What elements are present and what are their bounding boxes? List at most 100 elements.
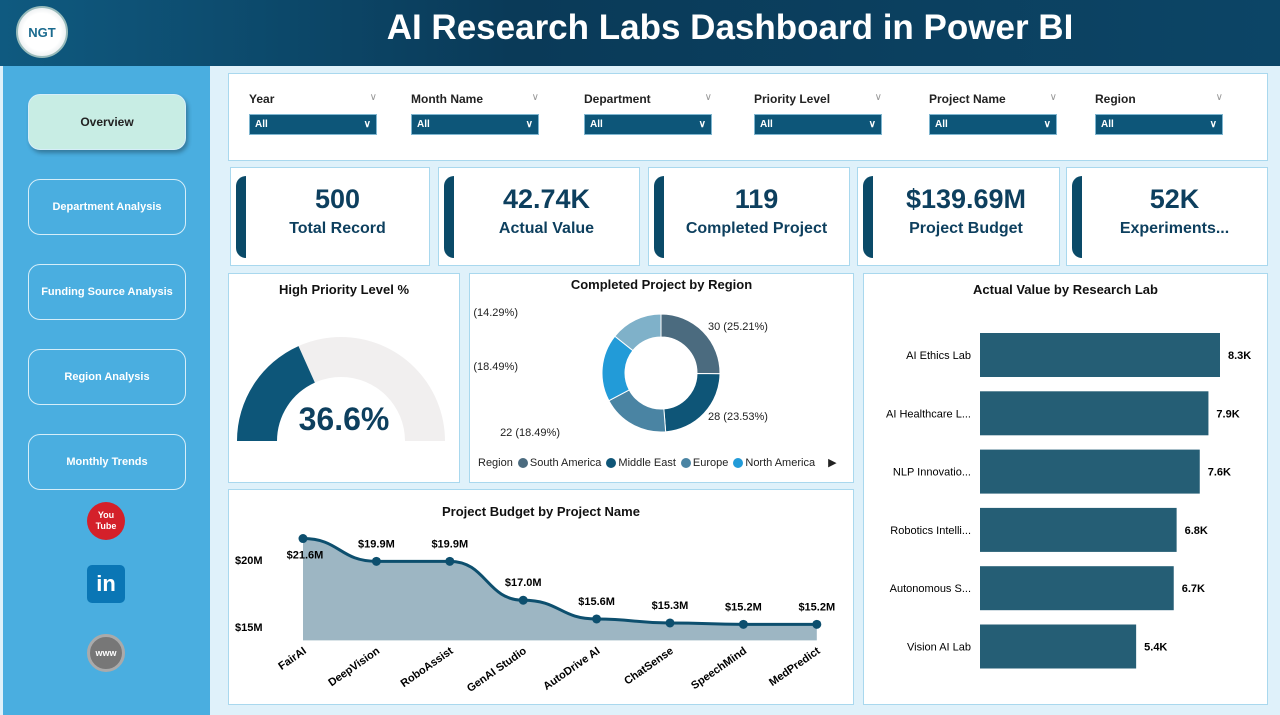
kpi-card: 52K Experiments... <box>1066 167 1268 266</box>
kpi-label: Project Budget <box>909 220 1023 237</box>
bar-data-label: 8.3K <box>1228 350 1251 362</box>
legend-marker <box>517 457 528 468</box>
x-tick-label: DeepVision <box>326 645 382 689</box>
filter-priority-level[interactable]: Priority Level ∨ All ∨ <box>754 92 882 135</box>
data-point[interactable] <box>665 618 675 628</box>
chevron-down-icon[interactable]: ∨ <box>1049 92 1057 103</box>
data-point[interactable] <box>298 534 308 544</box>
chevron-down-icon: ∨ <box>868 119 876 130</box>
chevron-down-icon[interactable]: ∨ <box>704 92 712 103</box>
filter-dropdown[interactable]: All ∨ <box>754 114 882 135</box>
bar-data-label: 6.7K <box>1182 583 1205 595</box>
bar[interactable] <box>980 449 1200 494</box>
x-tick-label: FairAI <box>276 645 308 673</box>
bar-category-label: NLP Innovatio... <box>893 467 971 479</box>
legend-title: Region <box>478 456 513 469</box>
y-tick-label: $15M <box>235 622 263 634</box>
nav-overview[interactable]: Overview <box>28 94 186 150</box>
bar-chart: AI Ethics Lab 8.3K AI Healthcare L... 7.9K N… <box>886 333 1251 669</box>
filter-dropdown[interactable]: All ∨ <box>249 114 377 135</box>
legend-next-arrow-icon[interactable]: ▶ <box>828 457 837 469</box>
donut-slice[interactable] <box>663 372 721 433</box>
nav-monthly-trends[interactable]: Monthly Trends <box>28 434 186 490</box>
nav-region-analysis[interactable]: Region Analysis <box>28 349 186 405</box>
linkedin-icon[interactable]: in <box>86 564 126 604</box>
filter-year[interactable]: Year ∨ All ∨ <box>249 92 377 135</box>
area-chart: $15M $20M $21.6M FairAI $19.9M DeepVision $19.… <box>235 534 835 695</box>
gauge-chart <box>237 337 445 441</box>
bar-category-label: AI Healthcare L... <box>886 408 971 420</box>
kpi-accent <box>654 176 664 258</box>
chevron-down-icon[interactable]: ∨ <box>1215 92 1223 103</box>
filter-month-name[interactable]: Month Name ∨ All ∨ <box>411 92 539 135</box>
filter-label: Month Name ∨ <box>411 92 539 106</box>
data-point[interactable] <box>518 595 528 605</box>
linkedin-label: in <box>87 565 125 603</box>
chevron-down-icon[interactable]: ∨ <box>874 92 882 103</box>
data-point[interactable] <box>738 619 748 629</box>
bar[interactable] <box>980 391 1209 436</box>
filter-value: All <box>760 119 773 130</box>
filter-project-name[interactable]: Project Name ∨ All ∨ <box>929 92 1057 135</box>
y-tick-label: $20M <box>235 555 263 567</box>
data-label: $21.6M <box>287 550 324 562</box>
chevron-down-icon[interactable]: ∨ <box>531 92 539 103</box>
bar[interactable] <box>980 333 1220 377</box>
filter-value: All <box>417 119 430 130</box>
donut-data-label: 28 (23.53%) <box>708 411 768 423</box>
donut-data-label: 17 (14.29%) <box>470 307 518 319</box>
kpi-value: 42.74K <box>502 184 591 214</box>
bar-data-label: 5.4K <box>1144 642 1167 654</box>
filter-label-text: Month Name <box>411 92 483 106</box>
data-point[interactable] <box>592 614 602 624</box>
filter-dropdown[interactable]: All ∨ <box>411 114 539 135</box>
donut-data-label: 22 (18.49%) <box>500 427 560 439</box>
chevron-down-icon: ∨ <box>363 119 371 130</box>
data-point[interactable] <box>445 556 455 566</box>
bar[interactable] <box>980 624 1137 669</box>
x-tick-label: GenAI Studio <box>465 645 529 695</box>
nav-department-analysis[interactable]: Department Analysis <box>28 179 186 235</box>
data-label: $15.2M <box>798 601 835 613</box>
bar-category-label: Robotics Intelli... <box>890 525 971 537</box>
filter-label-text: Year <box>249 92 275 106</box>
filter-dropdown[interactable]: All ∨ <box>929 114 1057 135</box>
logo-text: NGT <box>28 24 56 40</box>
legend-marker <box>680 457 691 468</box>
nav-funding-source-analysis[interactable]: Funding Source Analysis <box>28 264 186 320</box>
filter-value: All <box>1101 119 1114 130</box>
donut-card: Completed Project by Region 30 (25.21%) 2… <box>469 273 854 483</box>
chevron-down-icon: ∨ <box>1209 119 1217 130</box>
donut-title: Completed Project by Region <box>570 277 753 292</box>
youtube-icon[interactable]: You Tube <box>86 501 126 541</box>
kpi-accent <box>1072 176 1082 258</box>
filter-dropdown[interactable]: All ∨ <box>1095 114 1223 135</box>
data-label: $15.3M <box>652 600 689 612</box>
filter-department[interactable]: Department ∨ All ∨ <box>584 92 712 135</box>
legend-marker <box>606 457 617 468</box>
legend-item[interactable]: Europe <box>680 457 728 469</box>
gauge-card: High Priority Level % 36.6% <box>228 273 460 483</box>
filter-region[interactable]: Region ∨ All ∨ <box>1095 92 1223 135</box>
legend-item[interactable]: Middle East <box>606 456 676 469</box>
data-point[interactable] <box>812 619 822 629</box>
data-point[interactable] <box>371 556 381 566</box>
legend-item[interactable]: North America <box>733 457 815 469</box>
bar[interactable] <box>980 566 1174 611</box>
donut-slice[interactable] <box>614 313 662 352</box>
filter-dropdown[interactable]: All ∨ <box>584 114 712 135</box>
legend-item[interactable]: South America <box>517 456 602 469</box>
website-icon[interactable]: www <box>86 633 126 673</box>
chevron-down-icon[interactable]: ∨ <box>369 92 377 103</box>
kpi-accent <box>236 176 246 258</box>
legend-label: South America <box>529 456 602 469</box>
filter-label: Region ∨ <box>1095 92 1223 106</box>
filter-label: Year ∨ <box>249 92 377 106</box>
legend-marker <box>733 457 744 468</box>
gauge-title: High Priority Level % <box>278 282 410 297</box>
data-label: $15.6M <box>578 596 615 608</box>
filter-label-text: Region <box>1095 92 1136 106</box>
bar[interactable] <box>980 507 1177 552</box>
legend-label: Middle East <box>618 456 676 469</box>
chevron-down-icon: ∨ <box>698 119 706 130</box>
